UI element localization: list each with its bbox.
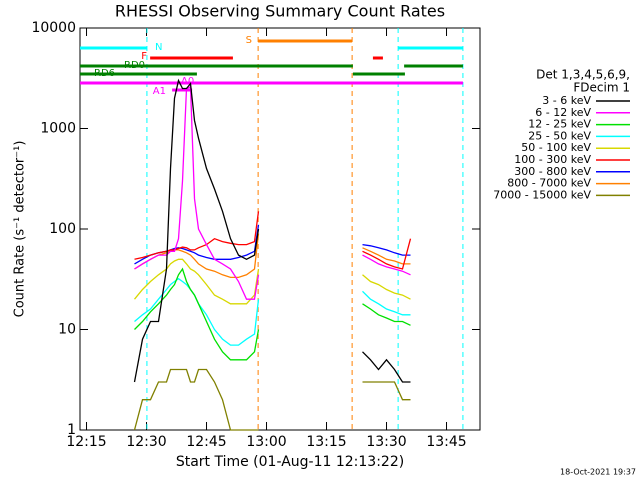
series-line (134, 233, 411, 279)
x-tick-label: 13:45 (426, 434, 466, 450)
x-tick-label: 13:15 (306, 434, 346, 450)
y-tick-label: 1 (67, 422, 76, 438)
legend-label: 50 - 100 keV (521, 141, 591, 154)
legend-title: Det 1,3,4,5,6,9, (536, 68, 630, 82)
y-tick-label: 10000 (31, 20, 76, 36)
x-tick-label: 13:00 (246, 434, 286, 450)
legend-label: 6 - 12 keV (535, 106, 591, 119)
y-axis-title: Count Rate (s⁻¹ detector⁻¹) (13, 141, 28, 318)
series-line (134, 267, 411, 361)
state-label: RD6 (94, 68, 115, 79)
state-label: A1 (153, 86, 166, 97)
state-label: N (155, 42, 162, 53)
legend-label: 12 - 25 keV (528, 118, 591, 131)
legend-label: 800 - 7000 keV (507, 177, 591, 190)
footer: 18-Oct-2021 19:37 (560, 468, 636, 477)
legend-label: 25 - 50 keV (528, 129, 591, 142)
state-label: S (246, 35, 252, 46)
legend-label: 7000 - 15000 keV (493, 188, 591, 201)
legend-label: 3 - 6 keV (542, 94, 591, 107)
x-tick-label: 12:45 (186, 434, 226, 450)
series-line (134, 277, 411, 346)
series-line (134, 85, 411, 300)
x-tick-label: 13:30 (366, 434, 406, 450)
state-label: F (141, 51, 147, 62)
y-tick-label: 100 (49, 221, 76, 237)
state-label: RD0 (124, 60, 145, 71)
y-tick-label: 10 (58, 322, 76, 338)
x-axis-title: Start Time (01-Aug-11 12:13:22) (176, 454, 404, 470)
x-tick-label: 12:15 (66, 434, 106, 450)
series-line (133, 258, 411, 305)
chart-title: RHESSI Observing Summary Count Rates (115, 2, 445, 21)
legend-label: 100 - 300 keV (514, 153, 591, 166)
legend-title: FDecim 1 (573, 81, 630, 95)
series-line (134, 211, 412, 270)
plot-frame (79, 27, 481, 431)
series-line (133, 368, 411, 431)
series-line (133, 78, 411, 383)
state-label: A0 (181, 76, 194, 87)
x-tick-label: 12:30 (126, 434, 166, 450)
y-tick-label: 1000 (40, 121, 76, 137)
legend-label: 300 - 800 keV (514, 165, 591, 178)
